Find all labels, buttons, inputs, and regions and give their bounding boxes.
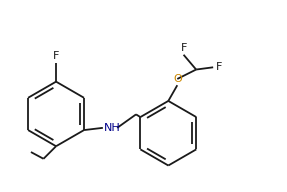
Text: NH: NH — [104, 123, 121, 133]
Text: O: O — [173, 74, 182, 84]
Text: F: F — [53, 51, 59, 61]
Text: F: F — [216, 62, 222, 72]
Text: F: F — [181, 43, 187, 53]
